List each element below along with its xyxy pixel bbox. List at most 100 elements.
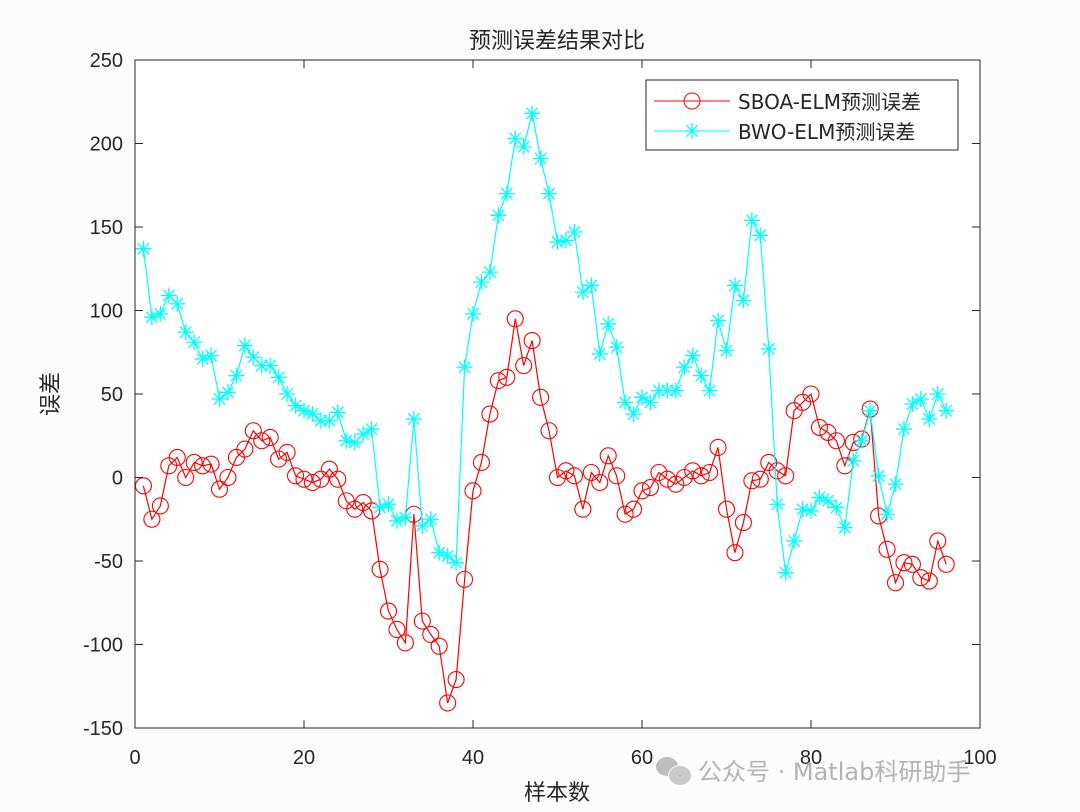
data-point <box>912 569 930 587</box>
data-point <box>541 185 558 202</box>
data-point <box>186 334 203 351</box>
data-point <box>794 501 811 518</box>
legend-item-sboa: SBOA-ELM预测误差 <box>654 90 921 114</box>
data-point <box>616 505 634 523</box>
data-point <box>600 315 617 332</box>
watermark: 公众号 · Matlab科研助手 <box>656 752 970 787</box>
data-point <box>709 438 727 456</box>
data-point <box>236 337 253 354</box>
data-point <box>422 511 439 528</box>
data-point <box>355 426 372 443</box>
data-point <box>777 467 795 485</box>
data-point <box>641 478 660 497</box>
data-point <box>557 232 574 249</box>
data-point <box>828 499 845 516</box>
wechat-icon <box>656 755 692 786</box>
data-point <box>717 500 736 518</box>
data-point <box>177 324 194 341</box>
chart-title: 预测误差结果对比 <box>469 29 645 54</box>
axes: 0 20 40 60 80 100 -150 -100 -50 0 50 100 150 200 250 <box>83 50 997 769</box>
asterisk-marker-icon <box>684 123 700 139</box>
data-point <box>287 397 304 414</box>
data-point <box>439 547 456 564</box>
data-point <box>303 473 322 492</box>
data-point <box>540 422 558 440</box>
data-point <box>210 480 229 498</box>
data-point <box>203 347 220 364</box>
data-point <box>295 470 313 488</box>
series-sboa <box>134 310 955 712</box>
y-axis-label: 误差 <box>39 372 64 416</box>
data-point <box>827 432 845 450</box>
data-point <box>777 564 794 581</box>
y-tick-label: 200 <box>90 134 123 156</box>
data-point <box>743 212 760 229</box>
data-point <box>701 382 718 399</box>
x-tick-label: 80 <box>800 747 822 769</box>
data-point <box>726 544 744 562</box>
data-point <box>710 312 727 329</box>
data-point <box>929 386 946 402</box>
data-point <box>270 369 287 386</box>
data-point <box>802 385 820 403</box>
plot-area <box>135 60 980 728</box>
data-point <box>751 470 769 488</box>
y-tick-label: -100 <box>83 635 123 657</box>
data-point <box>895 554 913 572</box>
x-tick-label: 20 <box>293 747 315 769</box>
y-tick-label: 0 <box>112 468 123 490</box>
x-axis-label: 样本数 <box>524 781 590 806</box>
data-point <box>734 514 752 532</box>
data-point <box>456 359 473 376</box>
data-point <box>135 240 152 257</box>
data-point <box>379 602 398 620</box>
data-point <box>693 367 710 384</box>
data-point <box>262 357 279 374</box>
data-point <box>304 406 321 423</box>
y-tick-label: -50 <box>94 551 123 573</box>
data-point <box>515 357 533 375</box>
data-point <box>329 404 346 421</box>
data-point <box>472 453 491 472</box>
data-point <box>397 509 414 526</box>
data-point <box>405 411 422 428</box>
circle-marker-icon <box>683 92 701 110</box>
series-bwo <box>135 105 955 581</box>
y-tick-label: -150 <box>83 718 123 740</box>
data-point <box>498 368 516 386</box>
data-point <box>938 402 955 419</box>
legend: SBOA-ELM预测误差 BWO-ELM预测误差 <box>645 79 959 151</box>
watermark-text: 公众号 · Matlab科研助手 <box>698 758 971 786</box>
data-point <box>658 470 676 488</box>
data-point <box>929 532 947 550</box>
data-point <box>752 227 769 244</box>
data-point <box>473 274 490 291</box>
data-point <box>565 467 583 485</box>
data-point <box>768 462 786 480</box>
data-point <box>786 532 803 549</box>
data-point <box>912 391 929 408</box>
data-point <box>591 345 608 362</box>
data-point <box>625 406 642 423</box>
data-point <box>430 637 448 655</box>
data-point <box>853 432 870 449</box>
data-point <box>920 572 938 590</box>
data-point <box>202 455 220 473</box>
data-point <box>236 440 254 458</box>
data-point <box>904 396 921 413</box>
data-point <box>937 555 955 573</box>
data-point <box>448 554 465 571</box>
data-point <box>634 389 650 406</box>
data-point <box>168 448 186 467</box>
data-point <box>617 394 634 411</box>
data-point <box>278 443 296 462</box>
data-point <box>650 463 668 482</box>
data-point <box>574 500 592 518</box>
data-point <box>169 295 186 312</box>
data-point <box>836 519 853 536</box>
data-point <box>515 138 532 155</box>
data-point <box>371 560 389 578</box>
data-point <box>803 502 819 519</box>
legend-item-bwo: BWO-ELM预测误差 <box>654 120 915 144</box>
data-point <box>506 310 524 328</box>
